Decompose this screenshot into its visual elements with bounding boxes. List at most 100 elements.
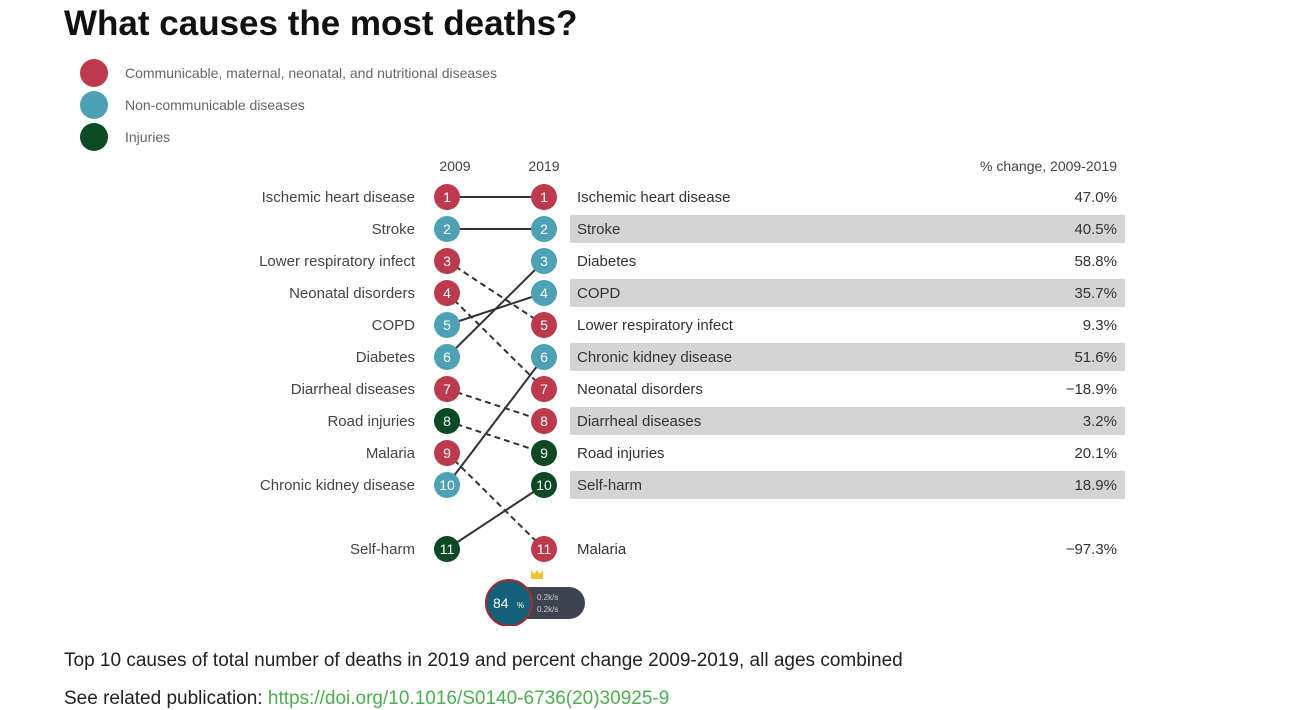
percent-change: 20.1% — [1074, 445, 1117, 462]
rank-number: 5 — [540, 317, 548, 333]
rank-marker-2009 — [434, 216, 460, 242]
rank-marker-2019 — [531, 280, 557, 306]
cause-label-2009: Neonatal disorders — [289, 285, 415, 302]
cause-label-2019: Self-harm — [577, 477, 642, 494]
percent-change: 9.3% — [1083, 317, 1117, 334]
legend-item: Non-communicable diseases — [80, 89, 497, 121]
cause-label-2009: COPD — [372, 317, 416, 334]
rank-number: 4 — [540, 285, 548, 301]
row-band — [570, 343, 1125, 371]
rank-number: 10 — [536, 477, 552, 493]
cause-label-2009: Diarrheal diseases — [291, 381, 415, 398]
slope-line — [446, 260, 545, 358]
cause-label-2009: Ischemic heart disease — [262, 189, 415, 206]
cause-label-2019: Malaria — [577, 541, 627, 558]
slope-line — [446, 452, 545, 550]
widget-unit: % — [517, 601, 524, 610]
network-speed-widget[interactable]: 84 % 0.2k/s 0.2k/s — [483, 570, 588, 626]
widget-upload: 0.2k/s — [537, 593, 558, 602]
rank-marker-2019 — [531, 472, 557, 498]
rank-marker-2009 — [434, 536, 460, 562]
rank-number: 6 — [540, 349, 548, 365]
cause-label-2019: Stroke — [577, 221, 620, 238]
row-band — [570, 279, 1125, 307]
row-band — [570, 215, 1125, 243]
rank-number: 2 — [443, 221, 451, 237]
percent-change: 51.6% — [1074, 349, 1117, 366]
rank-marker-2009 — [434, 408, 460, 434]
rank-number: 7 — [540, 381, 548, 397]
rank-marker-2019 — [531, 312, 557, 338]
percent-change: 58.8% — [1074, 253, 1117, 270]
slope-line — [446, 292, 545, 390]
widget-percent: 84 — [493, 595, 509, 611]
crown-icon — [531, 570, 543, 579]
rank-marker-2019 — [531, 376, 557, 402]
cause-label-2019: Lower respiratory infect — [577, 317, 734, 334]
caption: Top 10 causes of total number of deaths … — [64, 650, 903, 671]
slope-line — [446, 484, 545, 550]
cause-label-2019: Road injuries — [577, 445, 665, 462]
rank-marker-2019 — [531, 216, 557, 242]
percent-change: 18.9% — [1074, 477, 1117, 494]
rank-number: 8 — [443, 413, 451, 429]
cause-label-2009: Chronic kidney disease — [260, 477, 415, 494]
column-header-2009: 2009 — [439, 158, 470, 174]
percent-change: 3.2% — [1083, 413, 1117, 430]
rank-number: 9 — [443, 445, 451, 461]
rank-number: 1 — [540, 189, 548, 205]
rank-marker-2009 — [434, 376, 460, 402]
slope-chart: 2009 2019 % change, 2009-2019 Ischemic hear… — [259, 158, 1125, 562]
legend: Communicable, maternal, neonatal, and nu… — [80, 57, 497, 153]
cause-label-2009: Lower respiratory infect — [259, 253, 416, 270]
rank-number: 3 — [540, 253, 548, 269]
rank-marker-2019 — [531, 536, 557, 562]
legend-label: Non-communicable diseases — [125, 97, 305, 113]
rank-number: 2 — [540, 221, 548, 237]
legend-label: Injuries — [125, 129, 171, 145]
row-band — [570, 407, 1125, 435]
publication: See related publication: https://doi.org… — [64, 688, 669, 710]
legend-label: Communicable, maternal, neonatal, and nu… — [125, 65, 497, 81]
percent-change: 47.0% — [1074, 189, 1117, 206]
rank-number: 6 — [443, 349, 451, 365]
rank-marker-2009 — [434, 280, 460, 306]
row-band — [570, 471, 1125, 499]
rank-marker-2009 — [434, 312, 460, 338]
cause-label-2009: Self-harm — [350, 541, 415, 558]
cause-label-2009: Malaria — [366, 445, 416, 462]
rank-marker-2009 — [434, 472, 460, 498]
rank-marker-2009 — [434, 184, 460, 210]
rank-number: 1 — [443, 189, 451, 205]
cause-label-2009: Diabetes — [356, 349, 415, 366]
cause-label-2019: Diabetes — [577, 253, 636, 270]
cause-label-2009: Road injuries — [327, 413, 415, 430]
rank-marker-2019 — [531, 184, 557, 210]
widget-download: 0.2k/s — [537, 605, 558, 614]
change-header: % change, 2009-2019 — [980, 158, 1117, 174]
rank-marker-2009 — [434, 344, 460, 370]
legend-swatch — [80, 123, 108, 151]
cause-label-2019: Neonatal disorders — [577, 381, 703, 398]
rank-marker-2019 — [531, 440, 557, 466]
rank-number: 9 — [540, 445, 548, 461]
cause-label-2019: Ischemic heart disease — [577, 189, 730, 206]
rank-marker-2019 — [531, 248, 557, 274]
rank-number: 8 — [540, 413, 548, 429]
rank-marker-2019 — [531, 408, 557, 434]
slope-line — [446, 356, 545, 486]
column-header-2019: 2019 — [528, 158, 559, 174]
cause-label-2019: Chronic kidney disease — [577, 349, 732, 366]
percent-change: −18.9% — [1066, 381, 1117, 398]
publication-label: See related publication: — [64, 688, 263, 709]
cause-label-2009: Stroke — [372, 221, 415, 238]
legend-item: Communicable, maternal, neonatal, and nu… — [80, 57, 497, 89]
rank-number: 11 — [537, 541, 552, 557]
widget-gauge — [485, 579, 533, 626]
cause-label-2019: COPD — [577, 285, 621, 302]
publication-link[interactable]: https://doi.org/10.1016/S0140-6736(20)30… — [267, 688, 670, 709]
legend-swatch — [80, 91, 108, 119]
rank-marker-2009 — [434, 440, 460, 466]
legend-item: Injuries — [80, 121, 497, 153]
rank-marker-2009 — [434, 248, 460, 274]
